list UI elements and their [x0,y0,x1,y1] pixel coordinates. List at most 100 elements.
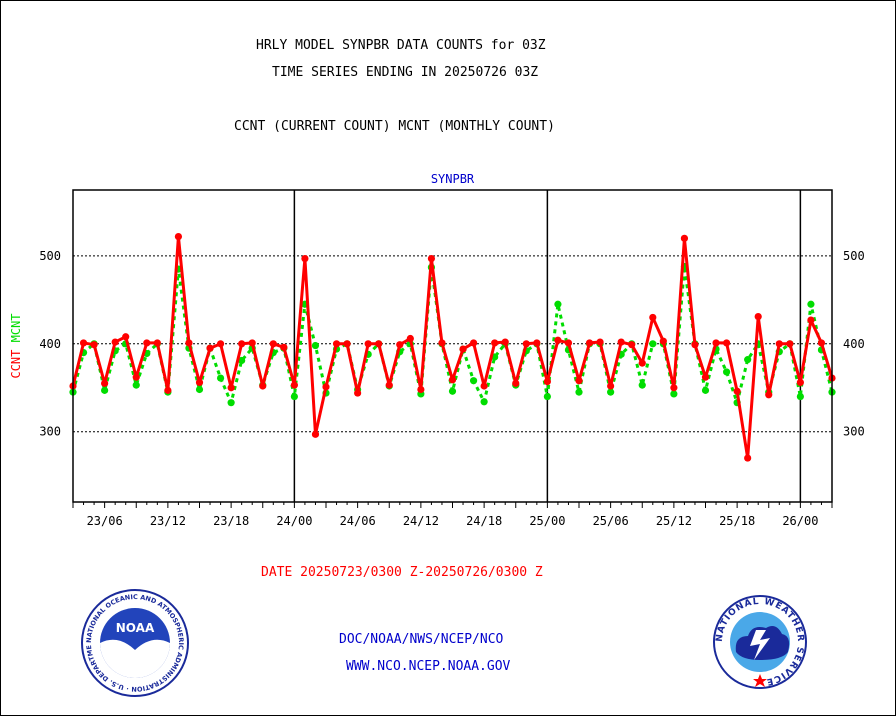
y-tick-label-right: 300 [843,425,865,439]
x-tick-label: 24/12 [403,514,439,528]
data-point-ccnt [311,430,320,438]
data-point-ccnt [596,338,604,346]
data-point-ccnt [480,382,488,390]
data-point-ccnt [111,338,119,346]
data-point-ccnt [438,339,446,347]
data-point-ccnt [343,340,351,348]
data-point-ccnt [575,377,583,385]
y-axis-label-mcnt: MCNT [9,313,23,349]
title-line-2: TIME SERIES ENDING IN 20250726 03Z [272,65,539,80]
data-point-mcnt [807,300,815,308]
data-point-ccnt [185,339,193,347]
y-axis-label: CCNT MCNT [9,313,23,378]
noaa-logo: NATIONAL OCEANIC AND ATMOSPHERIC ADMINIS… [80,588,189,697]
x-tick-label: 25/06 [593,514,629,528]
data-point-ccnt [132,373,140,381]
nws-logo: NATIONAL WEATHER SERVICE [713,595,807,689]
data-point-ccnt [259,382,267,390]
data-point-ccnt [375,340,383,348]
data-point-ccnt [670,384,678,392]
data-point-ccnt [322,383,330,391]
x-tick-label: 24/18 [466,514,502,528]
data-point-ccnt [332,340,341,348]
data-point-ccnt [701,373,710,381]
data-point-mcnt [101,386,109,394]
data-point-ccnt [512,379,520,387]
data-point-ccnt [122,333,130,341]
data-point-mcnt [649,340,657,348]
data-point-mcnt [554,300,562,308]
data-point-ccnt [280,343,288,351]
data-point-ccnt [554,336,562,344]
title-line-3: CCNT (CURRENT COUNT) MCNT (MONTHLY COUNT… [234,119,555,134]
data-point-ccnt [90,341,98,349]
data-point-mcnt [701,386,710,394]
data-point-ccnt [101,379,109,387]
data-point-ccnt [744,454,752,462]
data-point-ccnt [248,339,256,347]
y-axis-label-ccnt: CCNT [9,350,23,379]
data-point-ccnt [807,316,815,324]
data-point-ccnt [195,378,204,387]
data-point-ccnt [775,340,783,348]
data-point-ccnt [543,377,551,386]
data-point-ccnt [564,339,573,347]
data-point-ccnt [459,345,467,353]
data-point-ccnt [406,334,414,343]
data-point-mcnt [132,381,140,389]
data-point-mcnt [607,388,615,396]
data-point-ccnt [796,378,804,387]
plot-frame [72,189,833,503]
x-tick-label: 25/18 [719,514,755,528]
org-label: DOC/NOAA/NWS/NCEP/NCO [339,632,504,647]
data-point-mcnt [638,381,646,389]
title-line-1: HRLY MODEL SYNPBR DATA COUNTS for 03Z [256,38,546,53]
y-tick-label-left: 300 [39,425,61,439]
data-point-ccnt [238,340,246,348]
x-tick-label: 25/00 [529,514,565,528]
data-point-ccnt [385,381,393,389]
x-tick-label: 23/18 [213,514,249,528]
y-tick-label-right: 400 [843,337,865,351]
data-point-ccnt [290,381,298,389]
noaa-logo-text: NOAA [116,621,155,635]
data-point-mcnt [469,377,478,385]
data-point-ccnt [174,232,183,241]
data-point-ccnt [522,340,530,348]
url-label: WWW.NCO.NCEP.NOAA.GOV [346,659,511,674]
data-point-ccnt [396,341,404,349]
data-point-ccnt [533,339,541,347]
data-point-ccnt [501,338,509,346]
data-point-mcnt [238,356,246,365]
data-point-ccnt [691,341,699,349]
x-tick-label: 24/06 [340,514,376,528]
data-point-ccnt [491,339,499,347]
y-tick-label-left: 400 [39,337,61,351]
data-point-mcnt [216,374,225,382]
data-point-ccnt [216,340,225,348]
data-point-ccnt [817,339,826,347]
data-point-ccnt [638,359,646,367]
data-point-ccnt [712,339,720,347]
y-tick-label-right: 500 [843,249,865,263]
x-tick-label: 23/06 [87,514,123,528]
data-point-ccnt [469,339,478,347]
data-point-ccnt [659,337,667,345]
data-point-mcnt [227,399,235,407]
data-point-mcnt [290,392,298,401]
data-point-ccnt [722,339,731,347]
data-point-mcnt [796,392,804,401]
x-tick-label: 26/00 [782,514,818,528]
data-point-ccnt [227,384,235,392]
data-point-ccnt [354,389,362,397]
data-point-ccnt [301,254,309,263]
chart-title: SYNPBR [431,172,475,186]
data-point-ccnt [153,339,161,347]
data-point-ccnt [206,344,214,352]
data-point-ccnt [585,339,594,347]
data-point-ccnt [786,340,794,348]
data-point-mcnt [480,398,488,406]
data-point-ccnt [680,234,689,242]
data-point-ccnt [269,340,277,348]
